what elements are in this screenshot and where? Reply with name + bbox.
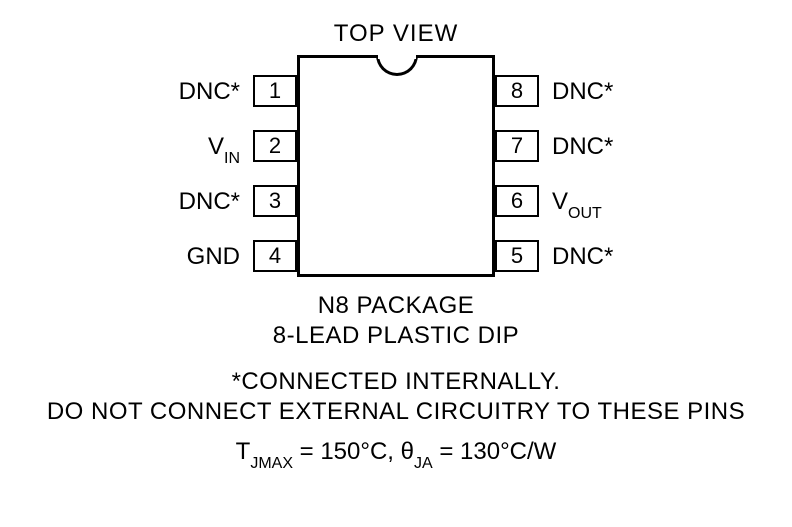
pin-box-1: 1 xyxy=(253,75,297,107)
pinout-diagram: TOP VIEW 1 2 3 4 DNC* VIN DNC* GND 8 7 6… xyxy=(0,0,792,527)
pin-label-2-main: V xyxy=(208,133,224,160)
thermal-specs: TJMAX = 150°C, θJA = 130°C/W xyxy=(0,438,792,470)
package-desc: 8-LEAD PLASTIC DIP xyxy=(0,322,792,350)
package-name: N8 PACKAGE xyxy=(0,292,792,320)
pin-box-2: 2 xyxy=(253,130,297,162)
pin-label-7: DNC* xyxy=(552,133,613,161)
pin-label-6: VOUT xyxy=(552,188,602,220)
tjmax-sub: JMAX xyxy=(250,455,293,472)
chip-notch-cover xyxy=(378,53,416,59)
note-line-1: *CONNECTED INTERNALLY. xyxy=(0,368,792,396)
tjmax-t: T xyxy=(236,438,251,465)
pin-box-8: 8 xyxy=(495,75,539,107)
pin-label-2: VIN xyxy=(208,133,240,165)
chip-body-outline xyxy=(297,55,495,277)
pin-label-6-sub: OUT xyxy=(568,205,602,222)
pin-label-1: DNC* xyxy=(179,78,240,106)
pin-label-5: DNC* xyxy=(552,243,613,271)
pin-label-4: GND xyxy=(187,243,240,271)
title-top-view: TOP VIEW xyxy=(0,20,792,48)
pin-box-6: 6 xyxy=(495,185,539,217)
theta-sub: JA xyxy=(414,455,433,472)
pin-label-8: DNC* xyxy=(552,78,613,106)
pin-box-5: 5 xyxy=(495,240,539,272)
theta-eq: = 130°C/W xyxy=(433,438,557,465)
pin-label-6-main: V xyxy=(552,188,568,215)
theta-sym: θ xyxy=(401,438,414,465)
tjmax-eq: = 150°C, xyxy=(293,438,401,465)
pin-label-2-sub: IN xyxy=(224,150,240,167)
note-line-2: DO NOT CONNECT EXTERNAL CIRCUITRY TO THE… xyxy=(0,398,792,426)
pin-box-4: 4 xyxy=(253,240,297,272)
pin-box-7: 7 xyxy=(495,130,539,162)
pin-box-3: 3 xyxy=(253,185,297,217)
pin-label-3: DNC* xyxy=(179,188,240,216)
